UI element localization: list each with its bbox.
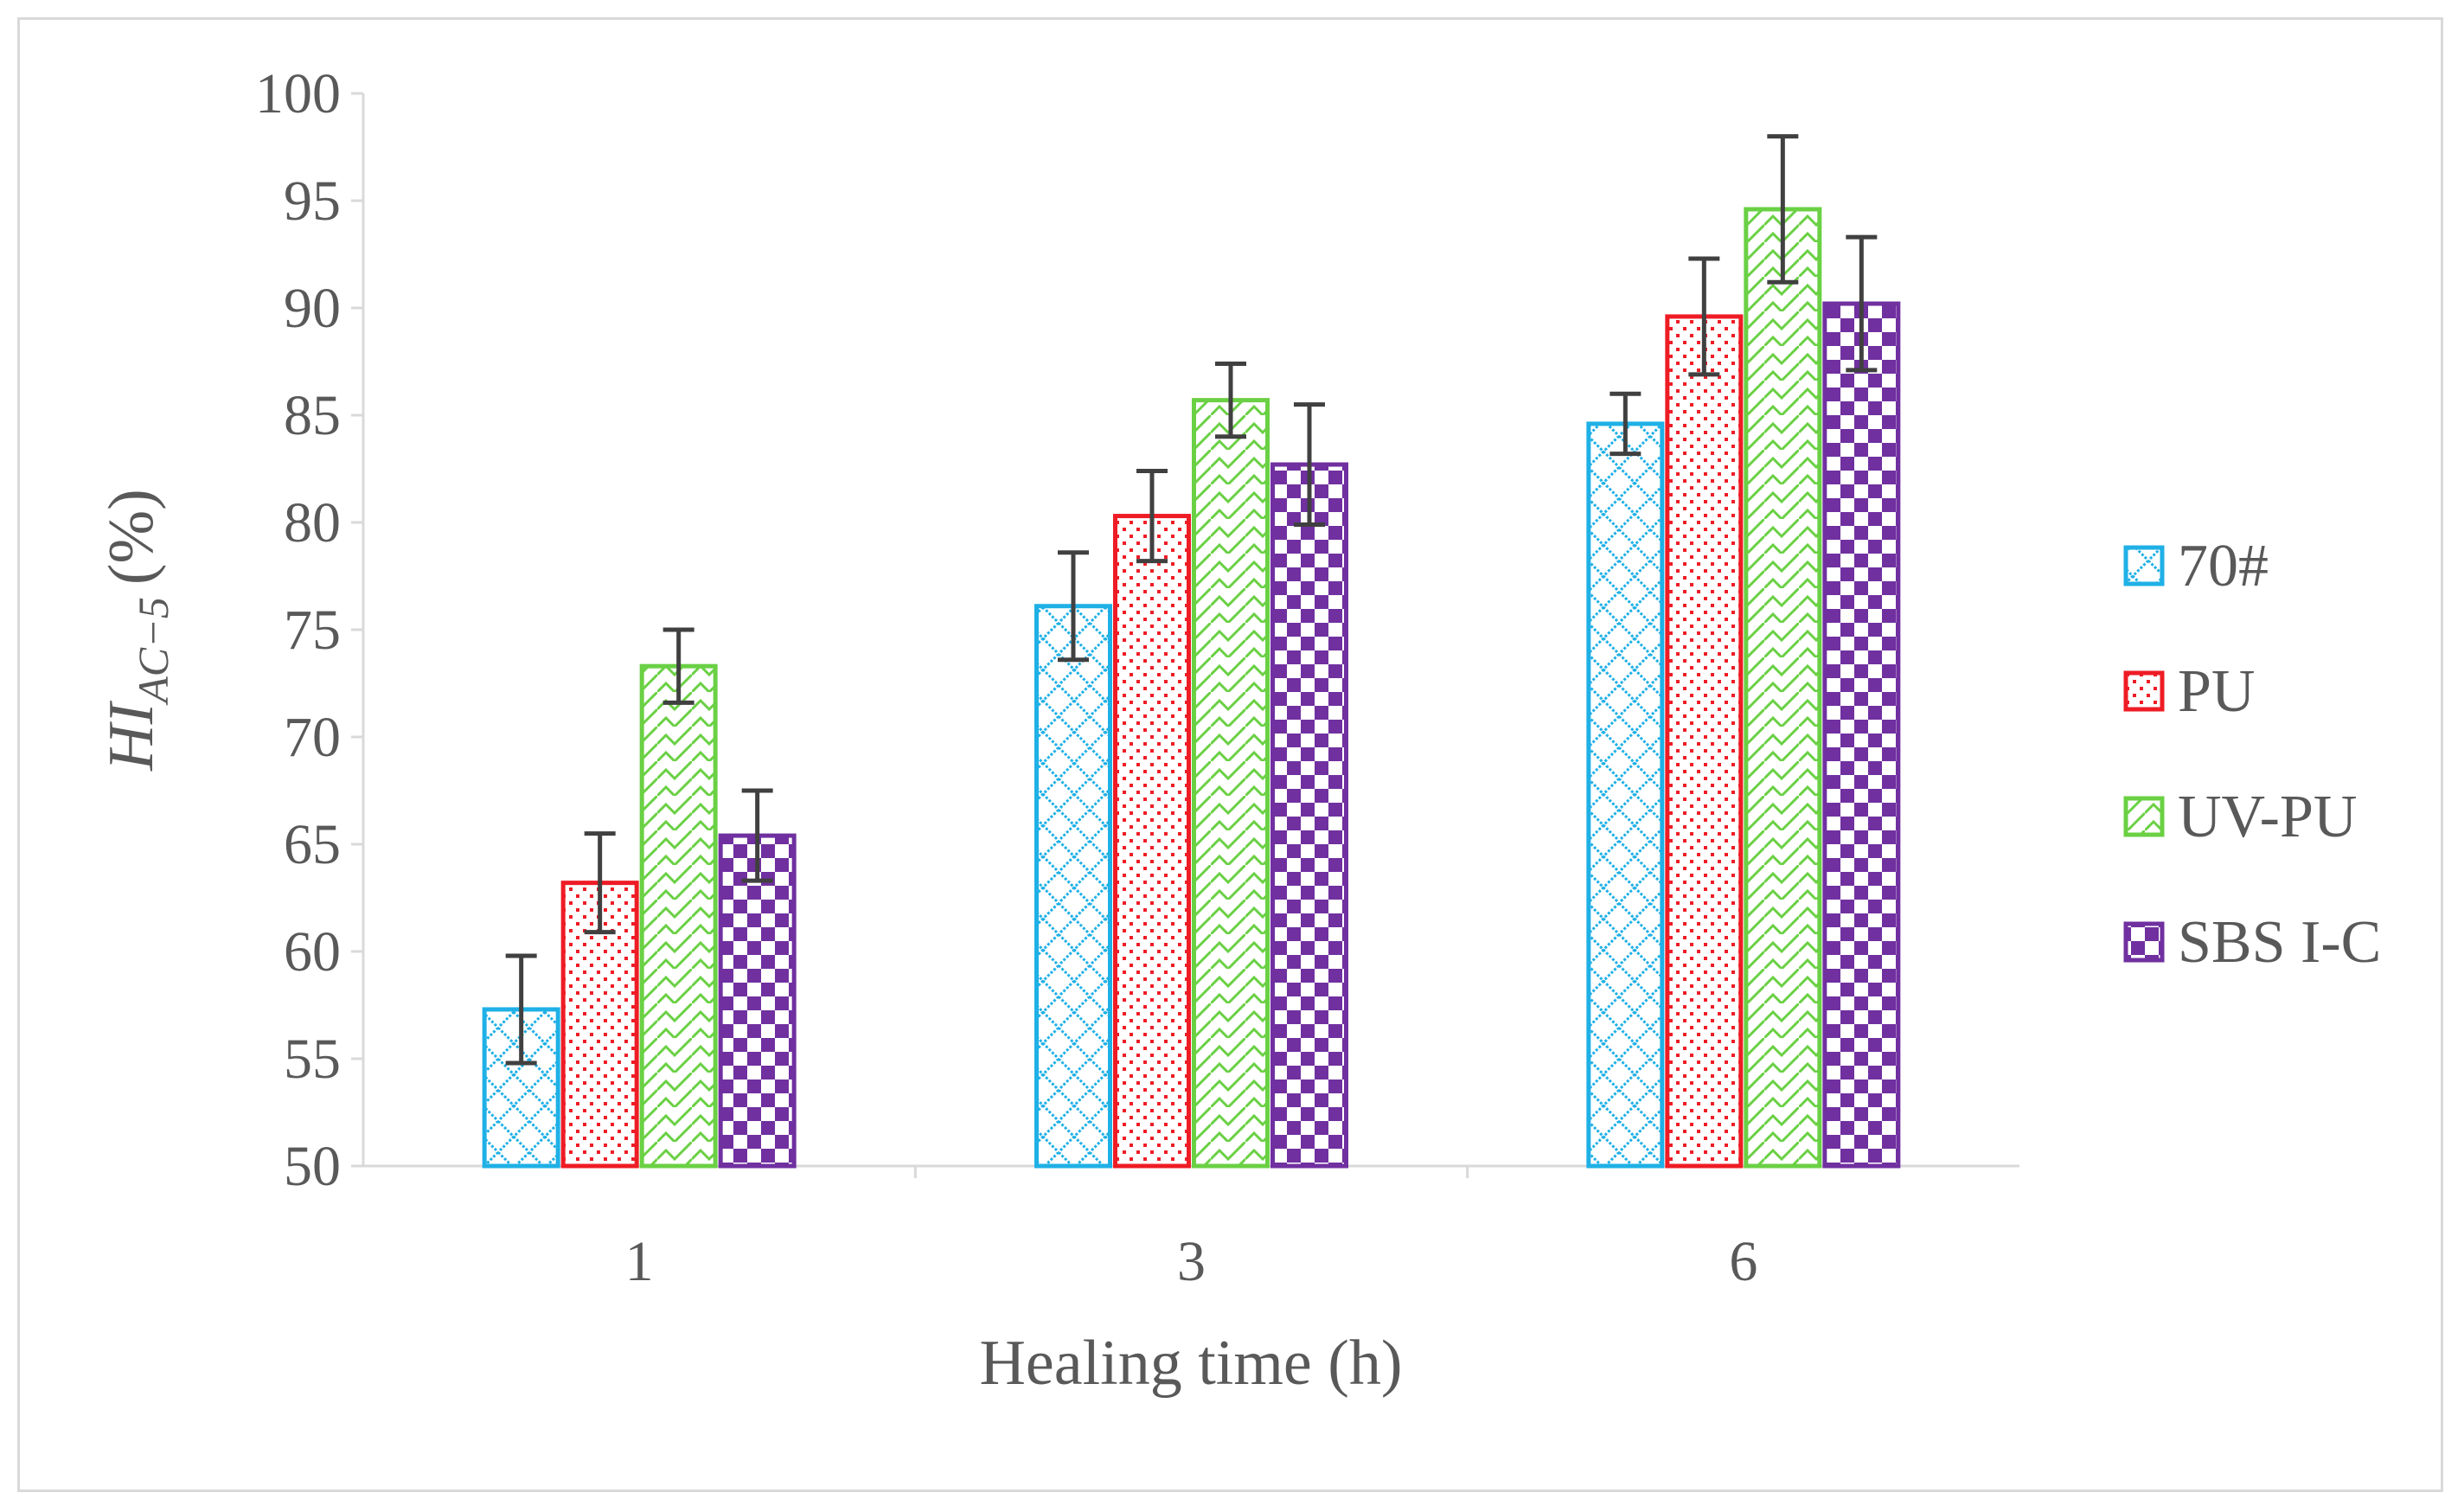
legend-swatch bbox=[2123, 670, 2165, 712]
bar-uv-pu-6 bbox=[1744, 207, 1822, 1169]
y-tick-label: 100 bbox=[255, 62, 341, 125]
bar-sbs-i-c-1 bbox=[718, 833, 797, 1169]
y-axis-ticks: 50 55 60 65 70 75 80 85 90 95 100 bbox=[255, 62, 363, 1198]
error-bar bbox=[1294, 402, 1325, 527]
bar-70--3 bbox=[1034, 604, 1112, 1169]
error-bar bbox=[505, 953, 537, 1066]
y-axis-title-subscript: AC−5 bbox=[129, 597, 177, 706]
bar-sbs-i-c-3 bbox=[1270, 462, 1348, 1169]
y-tick-label: 75 bbox=[284, 599, 341, 662]
y-tick-label: 65 bbox=[284, 813, 341, 876]
legend-item: PU bbox=[2123, 658, 2255, 725]
y-tick-label: 70 bbox=[284, 706, 341, 769]
legend-label: PU bbox=[2178, 658, 2255, 725]
y-tick-label: 60 bbox=[284, 920, 341, 983]
bar-70--6 bbox=[1586, 421, 1665, 1169]
error-bar bbox=[1846, 234, 1878, 373]
error-bar bbox=[741, 788, 773, 883]
legend-swatch bbox=[2123, 545, 2165, 586]
y-tick-label: 50 bbox=[284, 1135, 341, 1198]
legend: 70# PU UV-PU SBS I-C bbox=[2123, 533, 2381, 976]
error-bar bbox=[662, 627, 694, 705]
bars bbox=[482, 207, 1901, 1169]
bar-uv-pu-1 bbox=[639, 663, 718, 1169]
legend-item: 70# bbox=[2123, 533, 2269, 599]
legend-swatch bbox=[2123, 921, 2165, 963]
error-bar bbox=[1688, 256, 1720, 377]
error-bar bbox=[1215, 361, 1246, 439]
y-tick-label: 85 bbox=[284, 384, 341, 447]
y-axis-title-unit: (%) bbox=[96, 489, 167, 585]
y-tick-label: 90 bbox=[284, 277, 341, 340]
x-tick-label: 3 bbox=[1177, 1230, 1206, 1293]
error-bar bbox=[1767, 134, 1799, 285]
error-bars bbox=[505, 134, 1878, 1066]
x-tick-label: 1 bbox=[625, 1230, 654, 1293]
x-axis-ticks: 1 3 6 bbox=[625, 1166, 1757, 1293]
bar-sbs-i-c-6 bbox=[1822, 301, 1901, 1169]
legend-item: UV-PU bbox=[2123, 784, 2357, 850]
error-bar bbox=[584, 831, 616, 935]
y-axis-title: HIAC−5 (%) bbox=[96, 489, 177, 772]
x-tick-label: 6 bbox=[1729, 1230, 1757, 1293]
y-tick-label: 80 bbox=[284, 491, 341, 554]
error-bar bbox=[1610, 391, 1642, 457]
legend-label: 70# bbox=[2178, 533, 2269, 599]
error-bar bbox=[1058, 550, 1089, 663]
legend-swatch bbox=[2123, 796, 2165, 837]
bar-uv-pu-3 bbox=[1192, 398, 1270, 1169]
error-bar bbox=[1136, 468, 1168, 564]
y-tick-label: 95 bbox=[284, 170, 341, 233]
bar-pu-3 bbox=[1113, 514, 1191, 1169]
y-tick-label: 55 bbox=[284, 1028, 341, 1091]
legend-label: SBS I-C bbox=[2178, 909, 2381, 976]
x-axis-title: Healing time (h) bbox=[979, 1328, 1402, 1399]
y-axis-title-main: HI bbox=[96, 700, 167, 771]
legend-item: SBS I-C bbox=[2123, 909, 2381, 976]
bar-pu-6 bbox=[1665, 314, 1744, 1169]
legend-label: UV-PU bbox=[2178, 784, 2357, 850]
